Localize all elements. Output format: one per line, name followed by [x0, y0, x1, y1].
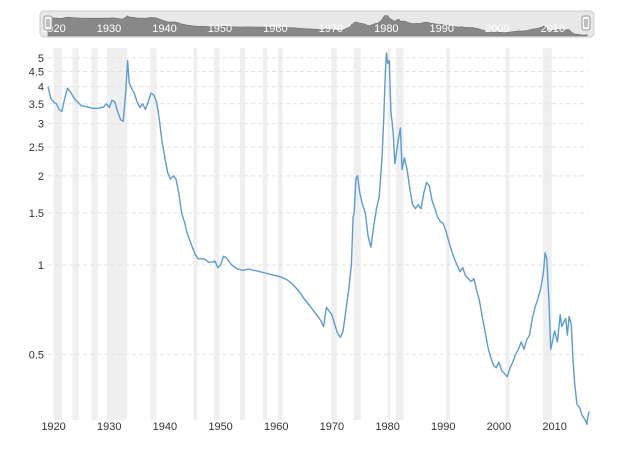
- y-tick-label: 4: [38, 82, 44, 94]
- navigator-label: 1940: [152, 23, 176, 35]
- x-tick-label: 1960: [264, 421, 288, 433]
- recession-band: [331, 48, 337, 420]
- y-tick-label: 2: [38, 171, 44, 183]
- y-tick-label: 4.5: [29, 66, 44, 78]
- navigator-label: 1980: [374, 23, 398, 35]
- series-line: [47, 52, 590, 426]
- recession-band: [542, 48, 552, 420]
- navigator-label: 1950: [208, 23, 232, 35]
- recession-bands: [53, 48, 552, 420]
- x-tick-label: 1940: [153, 421, 177, 433]
- recession-band: [262, 48, 268, 420]
- y-tick-label: 5: [38, 53, 44, 65]
- recession-band: [505, 48, 510, 420]
- recession-band: [277, 48, 283, 420]
- recession-band: [213, 48, 220, 420]
- recession-band: [107, 48, 128, 420]
- y-tick-label: 3.5: [29, 99, 44, 111]
- recession-band: [150, 48, 157, 420]
- navigator-label: 1960: [263, 23, 287, 35]
- y-tick-label: 0.5: [29, 349, 44, 361]
- y-tick-label: 3: [38, 119, 44, 131]
- y-axis: 54.5 4 3.5 3 2.5 2 1.5 1 0.5: [29, 53, 44, 361]
- grid-lines: [48, 57, 588, 355]
- x-tick-label: 1980: [375, 421, 399, 433]
- x-axis: 1920 1930 1940 1950 1960 1970 1980 1990 2000 2010: [41, 421, 567, 433]
- y-tick-label: 1.5: [29, 208, 44, 220]
- y-tick-label: 1: [38, 260, 44, 272]
- x-tick-label: 1990: [431, 421, 455, 433]
- recession-band: [193, 48, 198, 420]
- navigator-label: 1990: [430, 23, 454, 35]
- drag-handle-icon[interactable]: [43, 15, 53, 31]
- x-tick-label: 2000: [487, 421, 511, 433]
- navigator-area: [47, 14, 588, 37]
- navigator-label: 1970: [319, 23, 343, 35]
- x-tick-label: 1920: [41, 421, 65, 433]
- recession-band: [387, 48, 391, 420]
- x-tick-label: 2010: [542, 421, 566, 433]
- recession-band: [72, 48, 79, 420]
- y-tick-label: 2.5: [29, 142, 44, 154]
- navigator-label: 2010: [540, 23, 564, 35]
- x-tick-label: 1950: [208, 421, 232, 433]
- recession-band: [240, 48, 246, 420]
- series-group: [47, 52, 590, 426]
- recession-band: [446, 48, 450, 420]
- recession-band: [91, 48, 98, 420]
- x-tick-label: 1970: [320, 421, 344, 433]
- navigator-label: 1930: [97, 23, 121, 35]
- recession-band: [353, 48, 361, 420]
- recession-band: [395, 48, 404, 420]
- navigator-label: 2000: [485, 23, 509, 35]
- drag-handle-icon[interactable]: [581, 15, 591, 31]
- recession-band: [53, 48, 62, 420]
- range-navigator[interactable]: 1920 1930 1940 1950 1960 1970 1980 1990 2000 2010: [39, 10, 595, 38]
- x-tick-label: 1930: [97, 421, 121, 433]
